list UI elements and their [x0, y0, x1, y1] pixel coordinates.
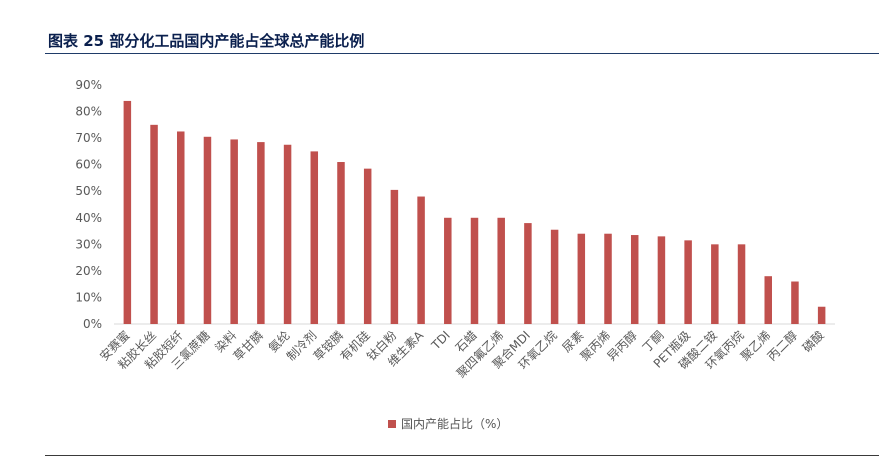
- y-tick-label: 30%: [75, 237, 102, 251]
- bar: [497, 217, 505, 324]
- bar: [764, 276, 772, 324]
- title-rule: [45, 53, 879, 54]
- figure-title: 图表 25 部分化工品国内产能占全球总产能比例: [48, 32, 365, 50]
- y-tick-label: 0%: [83, 317, 102, 331]
- y-tick-label: 80%: [75, 105, 102, 119]
- bar: [177, 131, 185, 324]
- bar: [444, 217, 452, 324]
- y-tick-label: 10%: [75, 290, 102, 304]
- bar: [283, 144, 292, 324]
- bar: [524, 223, 532, 324]
- bar: [123, 100, 132, 324]
- bar: [577, 233, 586, 324]
- y-tick-label: 60%: [75, 158, 102, 172]
- bar: [630, 235, 639, 324]
- y-axis: 0% 10% 20% 30% 40% 50% 60% 70% 80% 90%: [75, 78, 102, 331]
- bar: [337, 162, 345, 324]
- bar: [737, 244, 746, 324]
- bar: [791, 281, 799, 324]
- legend-swatch: [388, 419, 396, 428]
- bar-series: [123, 100, 826, 324]
- y-tick-label: 70%: [75, 131, 102, 145]
- bar: [550, 229, 559, 324]
- bar: [604, 233, 612, 324]
- y-tick-label: 90%: [75, 78, 102, 92]
- legend-label: 国内产能占比（%）: [401, 417, 509, 431]
- bar: [310, 151, 319, 324]
- y-tick-label: 40%: [75, 211, 102, 225]
- x-tick-label: 丙二醇: [764, 328, 800, 364]
- bar: [684, 240, 692, 324]
- x-tick-label: TDI: [428, 328, 453, 353]
- bar: [363, 168, 372, 324]
- y-tick-label: 20%: [75, 264, 102, 278]
- bar: [150, 124, 158, 324]
- bar: [390, 189, 399, 324]
- bar: [711, 244, 719, 324]
- bar: [657, 236, 666, 324]
- bar: [203, 136, 212, 324]
- footer-rule: [45, 455, 879, 456]
- bar: [257, 142, 265, 324]
- bar: [470, 217, 479, 324]
- bar: [230, 139, 238, 324]
- y-tick-label: 50%: [75, 184, 102, 198]
- x-tick-label: 磷酸: [799, 328, 827, 356]
- legend: 国内产能占比（%）: [388, 415, 508, 432]
- x-tick-label: 草甘膦: [230, 328, 266, 364]
- x-tick-label: 异丙醇: [604, 328, 640, 364]
- bar: [817, 306, 826, 324]
- bar: [417, 196, 425, 324]
